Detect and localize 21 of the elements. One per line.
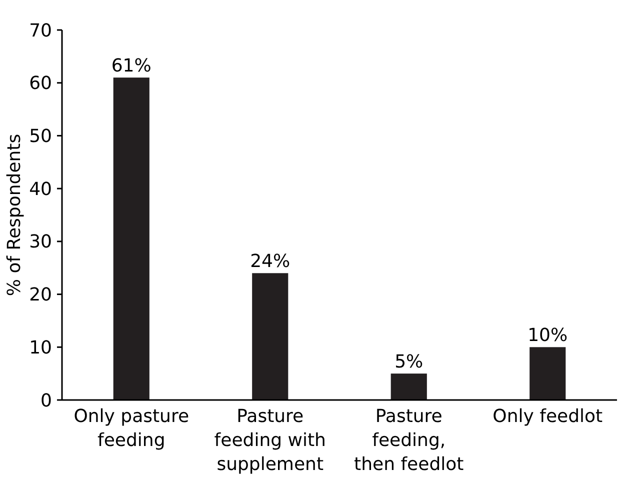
y-axis-title: % of Respondents <box>4 134 25 296</box>
y-tick-label: 10 <box>29 337 52 358</box>
data-label: 24% <box>250 251 290 272</box>
data-label: 61% <box>111 56 152 77</box>
x-tick-label: Pasture feeding with supplement <box>214 406 326 475</box>
x-tick-label: Pasture feeding, then feedlot <box>354 406 464 475</box>
y-tick-label: 40 <box>29 178 52 200</box>
y-tick-label: 60 <box>29 73 52 94</box>
y-tick-label: 0 <box>40 390 52 412</box>
bar <box>252 273 288 400</box>
y-tick-label: 30 <box>29 232 52 253</box>
data-label: 10% <box>528 325 568 346</box>
y-tick-label: 50 <box>29 126 52 148</box>
bar <box>390 374 427 400</box>
bar <box>530 347 566 400</box>
bar <box>113 78 150 400</box>
y-tick-label: 20 <box>29 284 52 306</box>
x-tick-label: Only feedlot <box>492 406 603 427</box>
y-tick-label: 70 <box>29 20 52 42</box>
x-tick-label: Only pasture feeding <box>74 406 190 451</box>
data-label: 5% <box>394 352 424 373</box>
